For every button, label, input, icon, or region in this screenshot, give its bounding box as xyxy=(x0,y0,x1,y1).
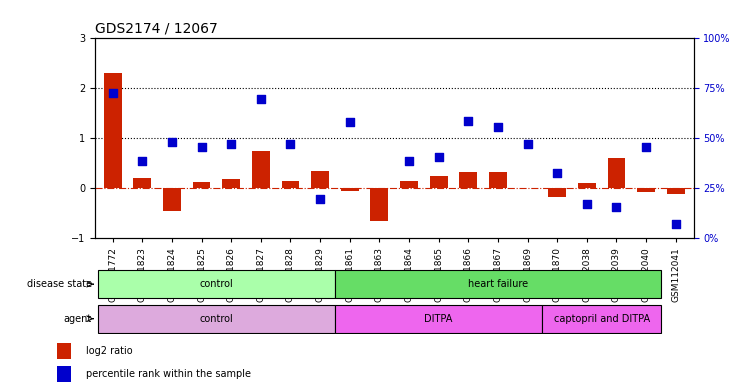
Point xyxy=(196,144,207,150)
Text: log2 ratio: log2 ratio xyxy=(85,346,132,356)
Bar xyxy=(311,170,329,188)
Bar xyxy=(282,180,299,188)
FancyBboxPatch shape xyxy=(335,270,661,298)
Text: control: control xyxy=(199,314,234,324)
Point xyxy=(166,139,178,145)
Bar xyxy=(459,172,477,188)
Text: control: control xyxy=(199,279,234,289)
Point xyxy=(522,141,534,147)
Bar xyxy=(607,158,626,188)
Bar xyxy=(371,188,388,220)
Text: agent: agent xyxy=(64,314,92,324)
Point xyxy=(374,286,385,292)
Point xyxy=(403,157,415,164)
Bar xyxy=(223,179,240,188)
Text: captopril and DITPA: captopril and DITPA xyxy=(553,314,650,324)
FancyBboxPatch shape xyxy=(98,270,335,298)
Bar xyxy=(193,182,210,188)
Bar xyxy=(548,188,566,197)
Point xyxy=(433,154,445,160)
Bar xyxy=(104,73,122,188)
Bar xyxy=(57,343,72,359)
Point xyxy=(255,96,266,103)
Point xyxy=(462,118,474,124)
FancyBboxPatch shape xyxy=(335,305,542,333)
Bar xyxy=(578,183,596,188)
FancyBboxPatch shape xyxy=(542,305,661,333)
Text: DITPA: DITPA xyxy=(424,314,453,324)
Bar xyxy=(430,176,447,188)
Point xyxy=(670,221,682,227)
Point xyxy=(492,124,504,130)
Bar xyxy=(252,151,270,188)
Point xyxy=(137,157,148,164)
Bar xyxy=(637,188,655,192)
Bar xyxy=(666,188,685,194)
Point xyxy=(551,170,563,176)
Bar xyxy=(163,188,181,210)
FancyBboxPatch shape xyxy=(98,305,335,333)
Point xyxy=(107,90,118,96)
Bar xyxy=(400,180,418,188)
Text: heart failure: heart failure xyxy=(468,279,528,289)
Point xyxy=(640,144,652,150)
Point xyxy=(581,201,593,207)
Point xyxy=(226,141,237,147)
Point xyxy=(285,141,296,147)
Point xyxy=(610,204,622,210)
Text: percentile rank within the sample: percentile rank within the sample xyxy=(85,369,250,379)
Bar xyxy=(57,366,72,382)
Bar xyxy=(489,172,507,188)
Bar xyxy=(341,188,358,190)
Point xyxy=(344,119,356,125)
Text: GDS2174 / 12067: GDS2174 / 12067 xyxy=(95,22,218,36)
Point xyxy=(315,196,326,202)
Bar xyxy=(134,178,151,188)
Text: disease state: disease state xyxy=(27,279,92,289)
